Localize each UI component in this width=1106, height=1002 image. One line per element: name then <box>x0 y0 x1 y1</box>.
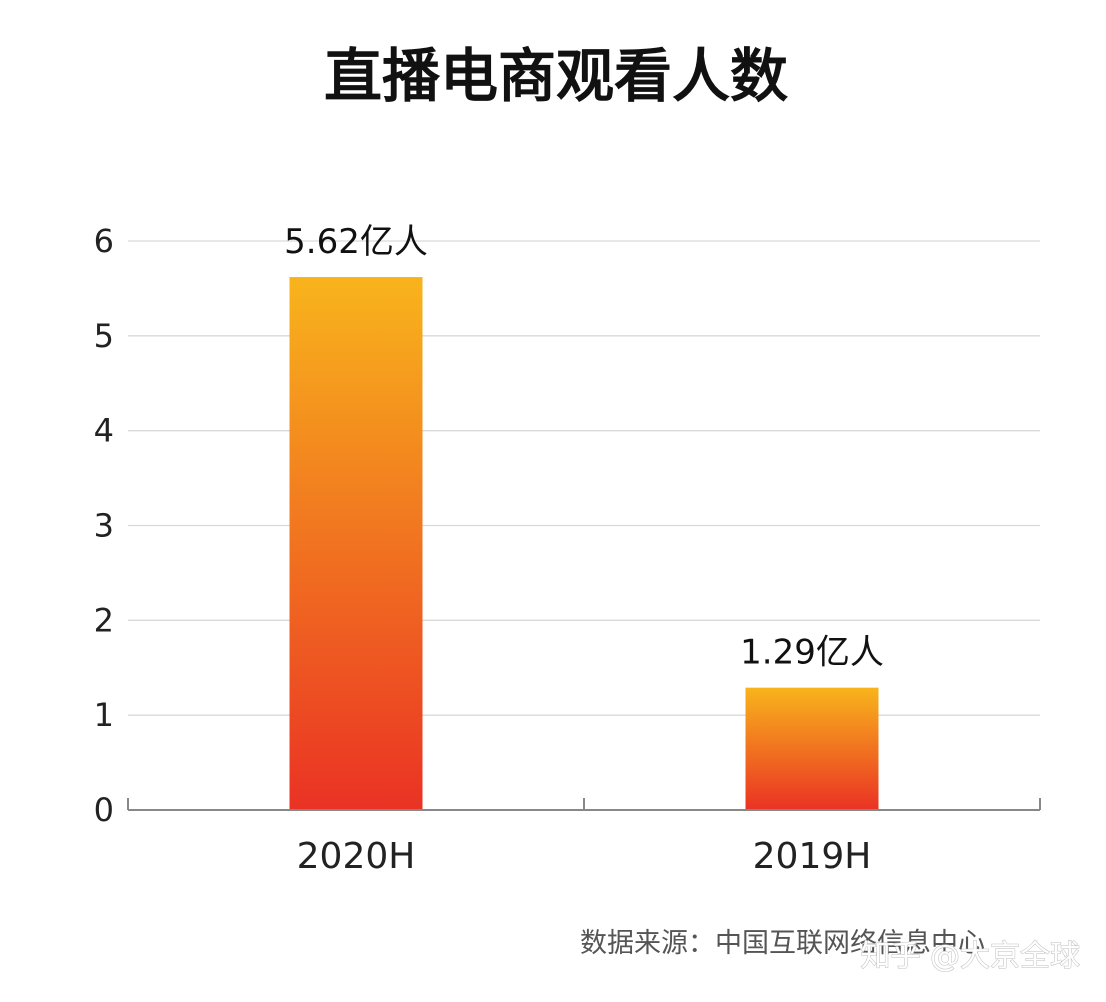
y-tick-label: 6 <box>94 222 114 260</box>
y-tick-label: 2 <box>94 601 114 639</box>
data-source-note: 数据来源：中国互联网络信息中心 <box>580 928 985 959</box>
y-tick-label: 5 <box>94 317 114 355</box>
bars <box>289 277 879 811</box>
y-axis-ticks: 0 1 2 3 4 5 6 <box>94 222 114 829</box>
x-tick-label-2019H: 2019H <box>753 836 872 877</box>
chart-title: 直播电商观看人数 <box>324 42 788 110</box>
bar-2020H <box>289 277 423 811</box>
y-tick-label: 1 <box>94 696 114 734</box>
watermark-text: 知乎 @大京全球 <box>860 939 1080 974</box>
data-label-2019H: 1.29亿人 <box>740 633 884 673</box>
y-tick-label: 4 <box>94 412 114 450</box>
bar-2019H <box>745 687 879 810</box>
y-tick-label: 3 <box>94 507 114 545</box>
y-tick-label: 0 <box>94 791 114 829</box>
x-axis <box>127 798 1041 811</box>
data-label-2020H: 5.62亿人 <box>284 222 428 262</box>
gridlines <box>128 240 1040 716</box>
labels: 5.62亿人 2020H 1.29亿人 2019H <box>284 222 884 877</box>
x-tick-label-2020H: 2020H <box>297 836 416 877</box>
